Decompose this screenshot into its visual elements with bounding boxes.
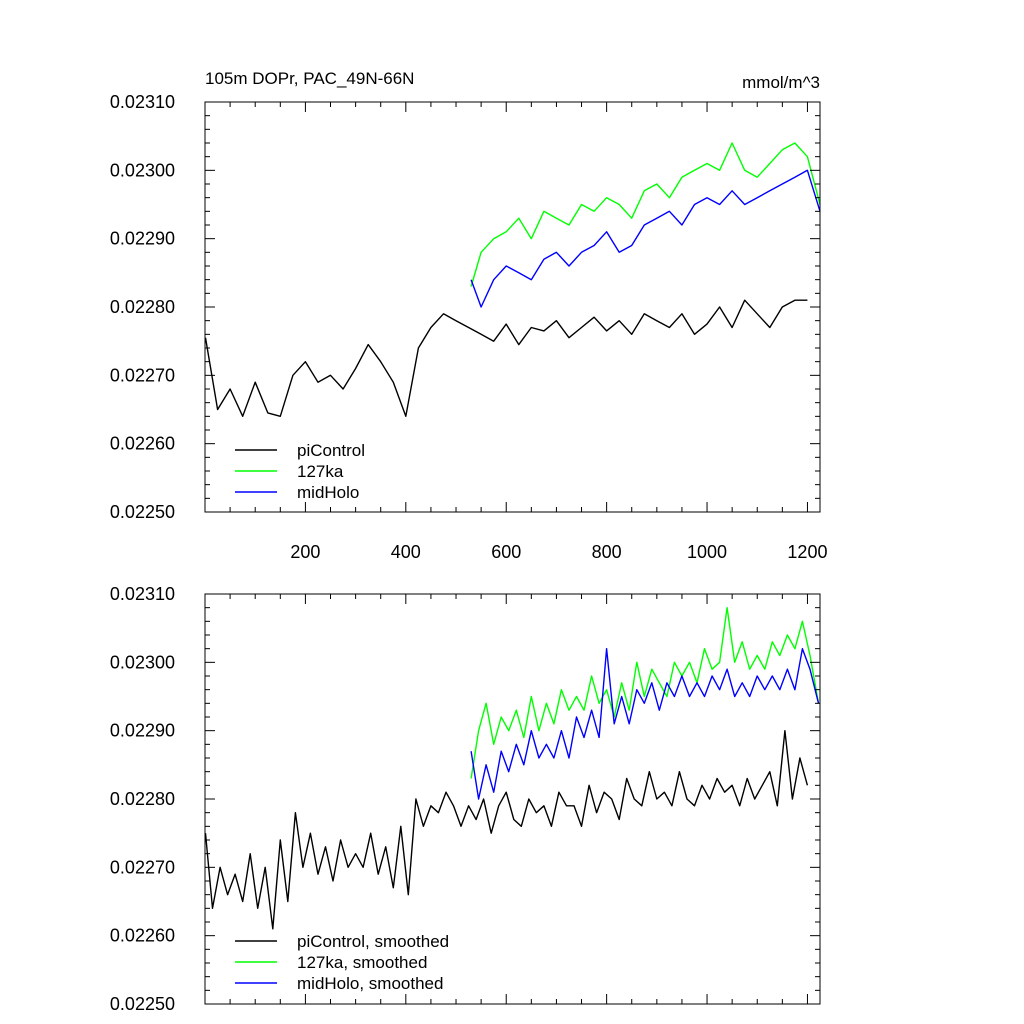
plot-area: [204, 142, 821, 417]
y-tick-label: 0.02280: [110, 789, 175, 809]
legend-label: midHolo: [297, 483, 359, 502]
axes: 0.02250 0.02260 0.02270 0.02280 0.02290 0.023…: [110, 92, 828, 562]
series-line-picontrol: [204, 299, 808, 417]
panel-title: 105m DOPr, PAC_49N-66N: [205, 69, 414, 88]
y-tick-label: 0.02310: [110, 92, 175, 112]
y-tick-label: 0.02250: [110, 502, 175, 522]
legend-label: piControl, smoothed: [297, 932, 449, 951]
series-line-midholo-smoothed: [470, 648, 820, 800]
y-tick-label: 0.02280: [110, 297, 175, 317]
legend: piControl, smoothed 127ka, smoothed midHol…: [235, 932, 449, 993]
units-label: mmol/m^3: [742, 73, 820, 92]
legend-label: 127ka, smoothed: [297, 953, 427, 972]
x-tick-label: 1000: [687, 542, 727, 562]
y-tick-label: 0.02260: [110, 926, 175, 946]
bottom-panel: 0.02250 0.02260 0.02270 0.02280 0.02290 0.023…: [110, 584, 821, 1014]
y-tick-label: 0.02310: [110, 584, 175, 604]
series-line-127ka: [470, 142, 821, 287]
x-tick-label: 800: [592, 542, 622, 562]
x-tick-label: 600: [491, 542, 521, 562]
y-tick-label: 0.02290: [110, 229, 175, 249]
y-tick-label: 0.02260: [110, 434, 175, 454]
y-tick-label: 0.02250: [110, 994, 175, 1014]
legend-label: piControl: [297, 441, 365, 460]
plot-area: [204, 607, 820, 930]
axes: 0.02250 0.02260 0.02270 0.02280 0.02290 0.023…: [110, 584, 821, 1014]
x-tick-label: 200: [290, 542, 320, 562]
y-tick-label: 0.02270: [110, 365, 175, 385]
y-tick-label: 0.02290: [110, 721, 175, 741]
legend-label: midHolo, smoothed: [297, 974, 443, 993]
series-line-127ka-smoothed: [470, 607, 820, 779]
series-line-midholo: [470, 169, 821, 308]
top-panel: 105m DOPr, PAC_49N-66N mmol/m^3 0.022500…: [110, 69, 828, 562]
x-tick-label: 1200: [787, 542, 827, 562]
y-tick-label: 0.02300: [110, 160, 175, 180]
legend: piControl 127ka midHolo: [235, 441, 365, 502]
x-tick-label: 400: [391, 542, 421, 562]
series-line-picontrol-smoothed: [204, 730, 809, 930]
y-tick-label: 0.02270: [110, 857, 175, 877]
legend-label: 127ka: [297, 462, 344, 481]
y-tick-label: 0.02300: [110, 652, 175, 672]
